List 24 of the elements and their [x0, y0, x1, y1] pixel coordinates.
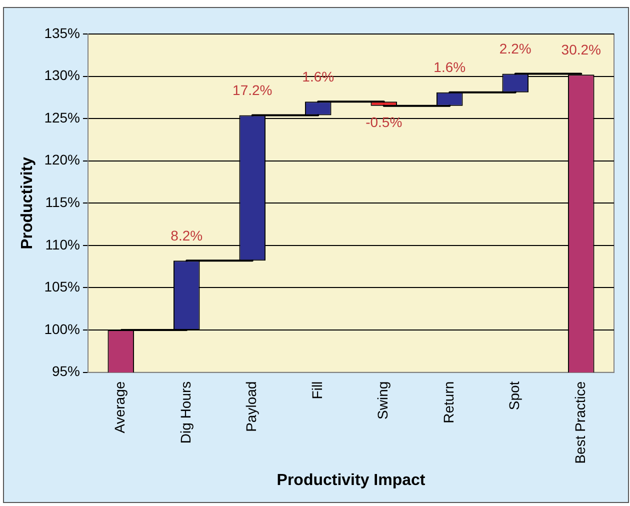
y-tick-label: 110% — [45, 236, 80, 252]
data-label: 2.2% — [499, 40, 532, 57]
x-tick-label: Dig Hours — [177, 381, 194, 444]
x-tick-label: Spot — [506, 381, 522, 410]
annotation: 30.2% — [561, 41, 601, 58]
x-tick-label: Swing — [374, 381, 391, 420]
data-label: 1.6% — [434, 59, 466, 76]
y-axis-title: Productivity — [19, 156, 36, 250]
y-tick-label: 105% — [44, 278, 80, 295]
y-tick-label: 135% — [44, 24, 80, 41]
y-tick-label: 100% — [44, 320, 80, 337]
x-axis-title: Productivity Impact — [276, 472, 426, 489]
x-tick-label: Return — [440, 381, 456, 424]
y-tick-label: 115% — [45, 194, 80, 210]
data-label: 8.2% — [170, 228, 203, 244]
x-tick-label: Average — [112, 381, 128, 434]
data-label: 17.2% — [232, 82, 272, 98]
y-tick-label: 95% — [52, 363, 80, 380]
x-tick-label: Best Practice — [572, 381, 588, 464]
x-tick-label: Fill — [308, 381, 325, 400]
y-tick-label: 120% — [44, 152, 80, 168]
x-tick-label: Payload — [243, 381, 260, 432]
y-tick-label: 130% — [44, 67, 80, 84]
y-tick-label: 125% — [44, 109, 80, 126]
